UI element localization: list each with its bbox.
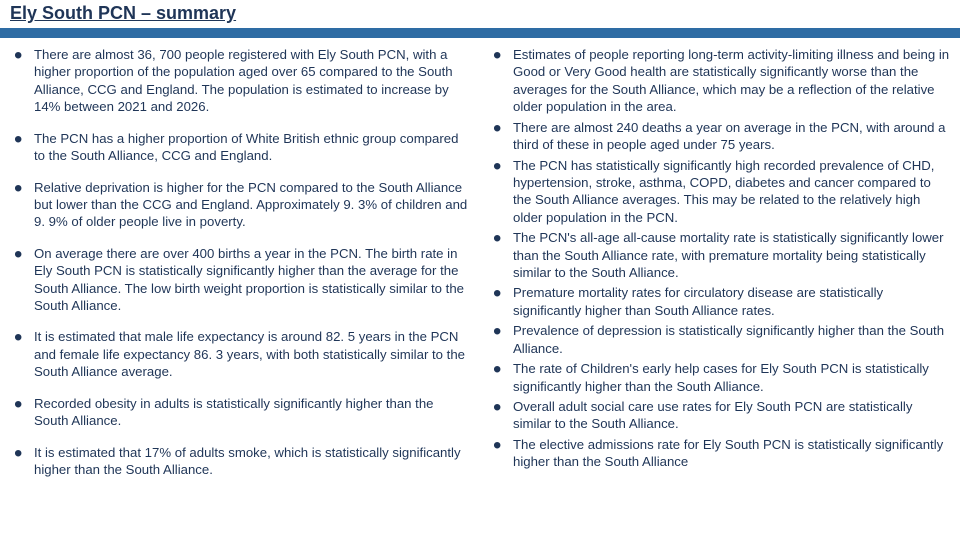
list-item: On average there are over 400 births a y… (10, 245, 471, 315)
list-item: There are almost 36, 700 people register… (10, 46, 471, 116)
list-item: It is estimated that 17% of adults smoke… (10, 444, 471, 479)
list-item: Premature mortality rates for circulator… (489, 284, 950, 319)
list-item: The PCN has a higher proportion of White… (10, 130, 471, 165)
header: Ely South PCN – summary (0, 0, 960, 28)
list-item: Overall adult social care use rates for … (489, 398, 950, 433)
list-item: Prevalence of depression is statisticall… (489, 322, 950, 357)
content: There are almost 36, 700 people register… (0, 38, 960, 502)
page-title: Ely South PCN – summary (10, 3, 236, 23)
list-item: Estimates of people reporting long-term … (489, 46, 950, 116)
left-bullet-list: There are almost 36, 700 people register… (10, 46, 471, 478)
list-item: The PCN's all-age all-cause mortality ra… (489, 229, 950, 281)
header-bar (0, 28, 960, 38)
right-column: Estimates of people reporting long-term … (489, 46, 950, 492)
list-item: Recorded obesity in adults is statistica… (10, 395, 471, 430)
list-item: The PCN has statistically significantly … (489, 157, 950, 227)
list-item: The rate of Children's early help cases … (489, 360, 950, 395)
left-column: There are almost 36, 700 people register… (10, 46, 471, 492)
list-item: The elective admissions rate for Ely Sou… (489, 436, 950, 471)
list-item: Relative deprivation is higher for the P… (10, 179, 471, 231)
list-item: It is estimated that male life expectanc… (10, 328, 471, 380)
list-item: There are almost 240 deaths a year on av… (489, 119, 950, 154)
right-bullet-list: Estimates of people reporting long-term … (489, 46, 950, 471)
